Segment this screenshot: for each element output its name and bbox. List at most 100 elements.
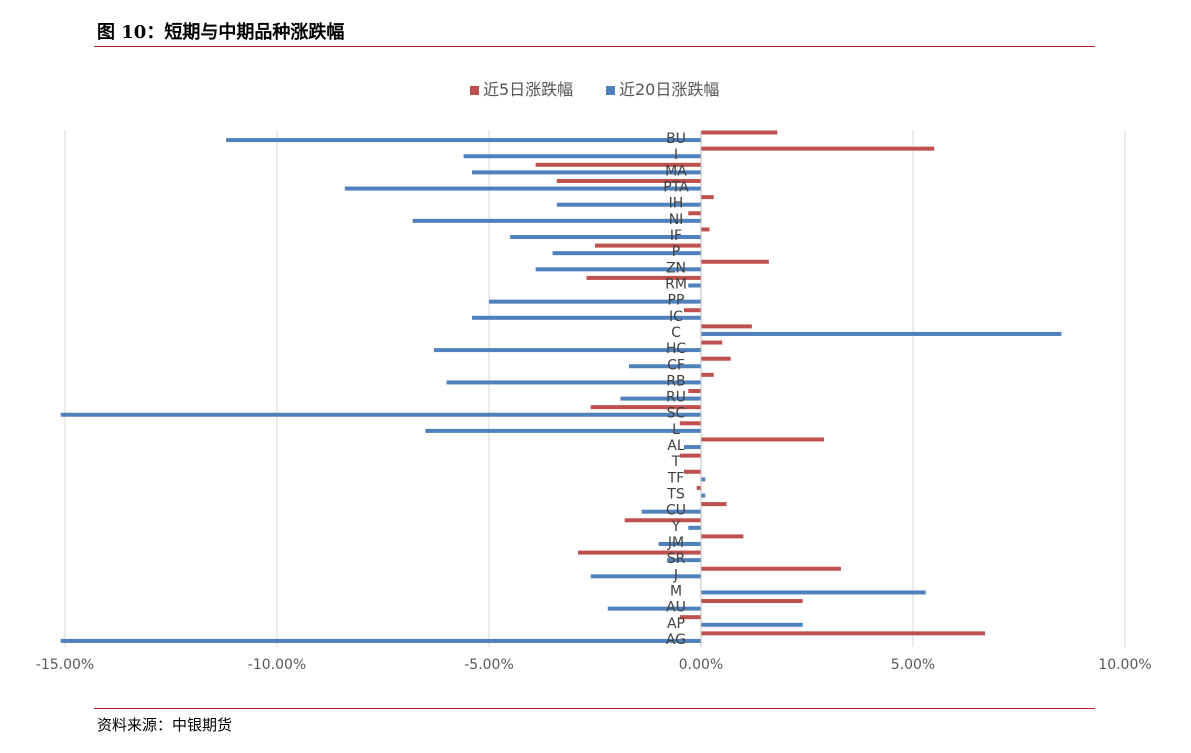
bar-5d-tf <box>684 469 701 474</box>
bar-5d-sr <box>578 550 701 555</box>
bar-20d-p <box>552 251 701 256</box>
bar-5d-sc <box>590 405 701 410</box>
bar-5d-rm <box>586 275 701 280</box>
bar-5d-c <box>701 324 752 329</box>
category-label-cu: CU <box>666 503 686 519</box>
category-label-p: P <box>672 244 680 260</box>
bar-5d-ts <box>696 485 701 490</box>
bar-20d-hc <box>433 348 701 353</box>
category-label-ag: AG <box>666 632 686 648</box>
bar-5d-cf <box>701 356 731 361</box>
category-label-tf: TF <box>667 470 685 486</box>
category-label-hc: HC <box>666 341 687 357</box>
bar-20d-ru <box>620 396 701 401</box>
category-label-ic: IC <box>669 309 683 325</box>
bar-5d-zn <box>701 259 769 264</box>
source-note: 资料来源：中银期货 <box>97 716 233 734</box>
category-label-au: AU <box>666 600 686 616</box>
category-label-ap: AP <box>667 616 685 632</box>
bar-20d-rm <box>688 283 701 288</box>
category-label-pta: PTA <box>663 180 689 196</box>
category-label-cf: CF <box>667 357 685 373</box>
bar-5d-ap <box>679 615 701 620</box>
bar-20d-c <box>701 331 1062 336</box>
bar-5d-ma <box>535 162 701 167</box>
bar-20d-y <box>688 525 701 530</box>
category-label-al: AL <box>667 438 685 454</box>
bar-5d-hc <box>701 340 723 345</box>
bar-5d-ni <box>688 211 701 216</box>
bar-5d-l <box>679 421 701 426</box>
bar-20d-tf <box>701 477 706 482</box>
category-label-ru: RU <box>666 390 686 406</box>
x-tick-label-1: -15.00% <box>36 657 94 673</box>
bar-5d-rb <box>701 372 714 377</box>
category-labels: BUIMAPTAIHNIIFPZNRMPPICCHCCFRBRUSCLALTTF… <box>663 131 689 648</box>
bar-20d-cu <box>641 509 701 514</box>
bar-20d-zn <box>535 267 701 272</box>
bar-5d-j <box>701 566 841 571</box>
bar-20d-ts <box>701 493 706 498</box>
bar-20d-i <box>463 154 701 159</box>
bar-20d-sr <box>667 558 701 563</box>
bar-20d-sc <box>60 412 701 417</box>
bar-5d-t <box>679 453 701 458</box>
bar-5d-if <box>701 227 710 232</box>
bar-5d-p <box>595 243 701 248</box>
category-label-if: IF <box>670 228 682 244</box>
x-tick-label-2: -10.00% <box>248 657 306 673</box>
bottom-rule <box>94 708 1095 709</box>
bar-5d-ag <box>701 631 986 636</box>
bar-5d-jm <box>701 534 744 539</box>
legend-label-20d: 近20日涨跌幅 <box>619 80 719 99</box>
category-label-bu: BU <box>666 131 686 147</box>
legend-swatch-20d <box>606 86 615 95</box>
category-label-pp: PP <box>668 293 685 309</box>
bar-20d-au <box>607 606 701 611</box>
x-tick-label-5: 5.00% <box>891 657 935 673</box>
bar-20d-ap <box>701 622 803 627</box>
x-tick-label-4: 0.00% <box>679 657 723 673</box>
category-label-sc: SC <box>667 406 686 422</box>
bar-20d-bu <box>226 138 701 143</box>
category-label-c: C <box>671 325 681 341</box>
bar-5d-y <box>624 518 701 523</box>
bar-20d-al <box>684 445 701 450</box>
bar-5d-i <box>701 146 935 151</box>
category-label-l: L <box>672 422 680 438</box>
category-label-i: I <box>674 147 678 163</box>
bar-5d-pta <box>556 178 701 183</box>
legend: 近5日涨跌幅 近20日涨跌幅 <box>470 80 719 99</box>
category-label-t: T <box>671 454 681 470</box>
x-tick-labels: -20.00%-15.00%-10.00%-5.00%0.00%5.00%10.… <box>36 657 1152 673</box>
top-rule <box>94 46 1095 47</box>
bar-20d-ni <box>412 218 701 223</box>
bar-5d-bu <box>701 130 778 135</box>
bar-20d-l <box>425 428 701 433</box>
category-label-ih: IH <box>669 196 684 212</box>
category-label-rb: RB <box>666 373 685 389</box>
bar-20d-jm <box>658 541 701 546</box>
category-label-ts: TS <box>666 487 685 503</box>
category-label-m: M <box>670 583 682 599</box>
legend-swatch-5d <box>470 86 479 95</box>
bars <box>60 130 1062 643</box>
bar-5d-cu <box>701 502 727 507</box>
figure-title: 图 10：短期与中期品种涨跌幅 <box>97 22 345 43</box>
bar-20d-pta <box>344 186 701 191</box>
bar-20d-pp <box>489 299 701 304</box>
bar-20d-cf <box>628 364 701 369</box>
bar-20d-ma <box>472 170 701 175</box>
x-tick-label-3: -5.00% <box>464 657 514 673</box>
bar-20d-rb <box>446 380 701 385</box>
category-label-rm: RM <box>665 276 687 292</box>
bar-5d-ic <box>684 308 701 313</box>
bar-20d-j <box>590 574 701 579</box>
bar-20d-if <box>510 235 701 240</box>
bar-20d-m <box>701 590 926 595</box>
category-label-ni: NI <box>669 212 684 228</box>
bar-20d-ih <box>556 202 701 207</box>
bar-5d-ih <box>701 195 714 200</box>
category-label-ma: MA <box>665 163 687 179</box>
